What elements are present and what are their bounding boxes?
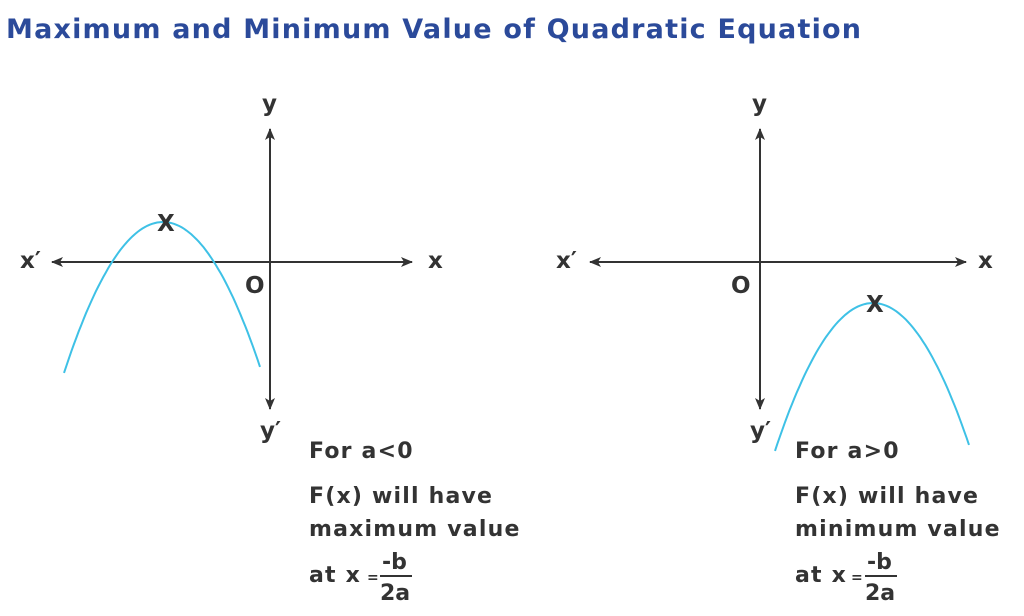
right-at-x: at x: [795, 563, 847, 588]
right-x-neg-label: x′: [556, 248, 577, 274]
left-denominator: 2a: [380, 581, 410, 606]
left-y-label: y: [262, 91, 277, 117]
left-x-neg-label: x′: [20, 248, 41, 274]
left-line2: maximum value: [309, 517, 521, 542]
right-line2: minimum value: [795, 517, 1001, 542]
right-y-label: y: [752, 91, 767, 117]
left-at-x: at x: [309, 563, 361, 588]
right-graph: y y′ x x′ O X For a>0 F(x) will have min…: [556, 91, 1001, 606]
right-denominator: 2a: [865, 581, 895, 606]
right-origin-label: O: [731, 273, 751, 299]
left-graph: y y′ x x′ O X For a<0 F(x) will have max…: [20, 91, 521, 606]
left-condition: For a<0: [309, 439, 414, 464]
right-y-neg-label: y′: [750, 418, 771, 444]
page-title: Maximum and Minimum Value of Quadratic E…: [6, 14, 863, 45]
right-parabola-curve: [774, 302, 970, 452]
right-equals: =: [851, 570, 863, 586]
left-origin-label: O: [245, 273, 265, 299]
left-x-label: x: [428, 248, 443, 274]
left-parabola-curve: [63, 221, 261, 374]
right-x-label: x: [978, 248, 993, 274]
left-y-neg-label: y′: [260, 418, 281, 444]
right-vertex-marker: X: [866, 292, 884, 318]
right-condition: For a>0: [795, 439, 900, 464]
right-numerator: -b: [867, 550, 892, 575]
left-vertex-marker: X: [157, 211, 175, 237]
right-line1: F(x) will have: [795, 484, 979, 509]
left-equals: =: [367, 570, 379, 586]
left-line1: F(x) will have: [309, 484, 493, 509]
left-numerator: -b: [382, 550, 407, 575]
